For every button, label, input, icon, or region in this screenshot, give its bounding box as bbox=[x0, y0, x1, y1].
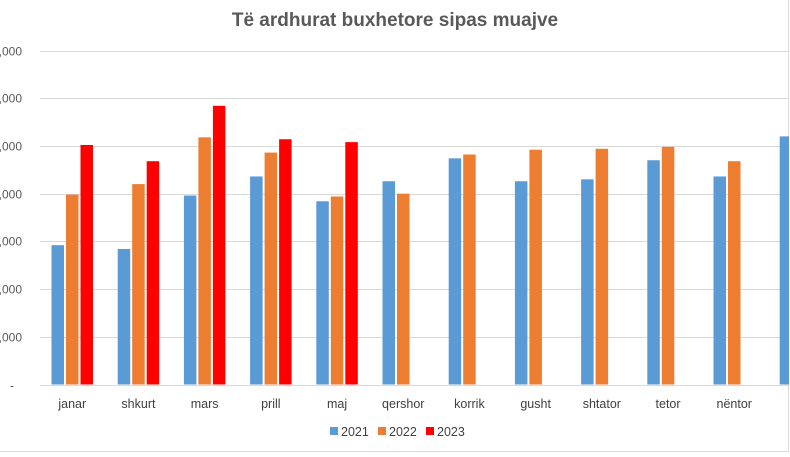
bar-2021-shkurt bbox=[117, 248, 131, 385]
bar-2021-qershor bbox=[382, 181, 395, 385]
bar-2022-prill bbox=[264, 152, 278, 385]
bar-2023-janar bbox=[80, 144, 93, 385]
bar-2021-nëntor bbox=[713, 176, 726, 385]
bars bbox=[51, 105, 790, 385]
bar-2023-maj bbox=[345, 142, 358, 385]
bar-2023-shkurt bbox=[146, 161, 160, 385]
x-category-label: prill bbox=[261, 397, 280, 411]
bar-2022-shkurt bbox=[132, 184, 145, 385]
bar-2022-tetor bbox=[661, 146, 675, 385]
bar-2022-korrik bbox=[463, 154, 476, 385]
x-category-label: mars bbox=[191, 397, 219, 411]
x-category-label: maj bbox=[327, 397, 347, 411]
bar-2021-shtator bbox=[581, 179, 594, 385]
bar-2021-mars bbox=[183, 195, 197, 385]
legend-label-2023: 2023 bbox=[437, 425, 465, 439]
legend: 2021 2022 2023 bbox=[330, 425, 465, 439]
bar-2022-shtator bbox=[595, 148, 609, 385]
legend-label-2022: 2022 bbox=[389, 425, 417, 439]
bar-2022-gusht bbox=[529, 149, 542, 385]
y-tick-label: ,000 bbox=[0, 92, 22, 106]
bar-2022-mars bbox=[198, 137, 211, 385]
y-tick-label: ,000 bbox=[0, 283, 22, 297]
x-category-label: shtator bbox=[583, 397, 621, 411]
bar-2021-dh bbox=[779, 136, 790, 385]
bar-2021-tetor bbox=[647, 160, 660, 385]
bar-2022-janar bbox=[66, 194, 79, 385]
bar-2022-nëntor bbox=[728, 161, 741, 385]
x-category-label: gusht bbox=[520, 397, 551, 411]
y-axis-tick-labels: - ,000 ,000 ,000 ,000 ,000 ,000 ,000 bbox=[0, 45, 22, 393]
legend-swatch-2022 bbox=[378, 427, 386, 435]
y-tick-label: ,000 bbox=[0, 188, 22, 202]
gridlines bbox=[40, 51, 790, 386]
x-category-label: shkurt bbox=[121, 397, 156, 411]
y-tick-label: - bbox=[10, 379, 14, 393]
y-tick-label: ,000 bbox=[0, 45, 22, 59]
y-tick-label: ,000 bbox=[0, 331, 22, 345]
bar-2022-qershor bbox=[397, 193, 410, 385]
bar-2021-maj bbox=[316, 201, 329, 385]
bar-2023-mars bbox=[212, 105, 226, 385]
y-tick-label: ,000 bbox=[0, 140, 22, 154]
legend-swatch-2023 bbox=[426, 427, 434, 435]
bar-2022-maj bbox=[330, 196, 344, 385]
x-category-label: janar bbox=[57, 397, 86, 411]
x-category-label: korrik bbox=[454, 397, 485, 411]
bar-2023-prill bbox=[279, 139, 292, 385]
bar-2021-gusht bbox=[514, 181, 528, 385]
legend-label-2021: 2021 bbox=[341, 425, 369, 439]
bar-2021-prill bbox=[250, 176, 263, 385]
bar-2021-janar bbox=[51, 245, 64, 385]
y-tick-label: ,000 bbox=[0, 235, 22, 249]
chart-title: Të ardhurat buxhetore sipas muajve bbox=[232, 10, 558, 31]
x-category-label: tetor bbox=[656, 397, 681, 411]
bar-2021-korrik bbox=[448, 158, 462, 385]
x-category-label: qershor bbox=[382, 397, 424, 411]
x-category-label: nëntor bbox=[717, 397, 752, 411]
legend-swatch-2021 bbox=[330, 427, 338, 435]
x-axis-category-labels: janar shkurt mars prill maj qershor korrik gush… bbox=[57, 397, 752, 411]
